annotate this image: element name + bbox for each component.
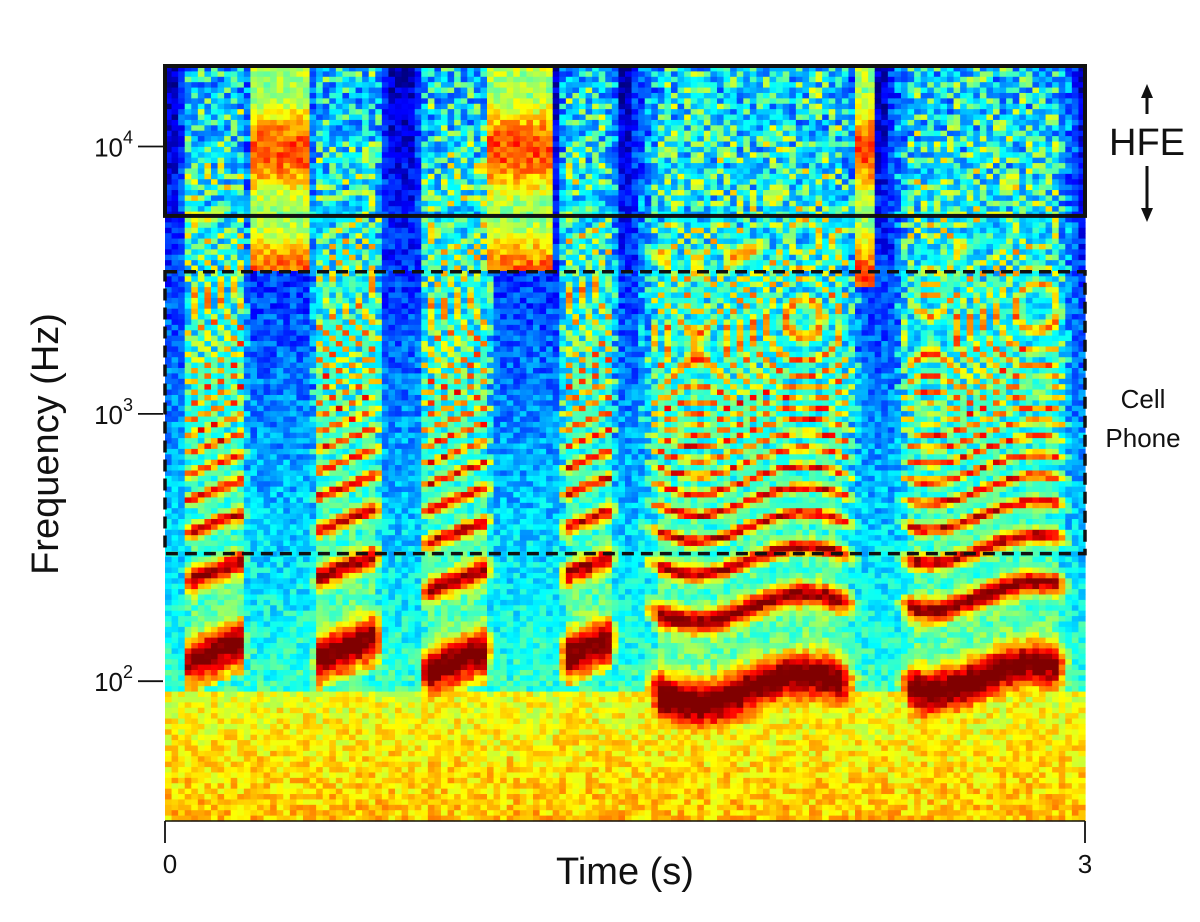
hfe-down-arrow-head [1141, 208, 1153, 222]
x-axis-label: Time (s) [556, 851, 694, 893]
y-tick-label-base: 10 [94, 400, 123, 430]
spectrogram-cells [165, 66, 1086, 822]
y-tick-label-exponent: 2 [123, 662, 133, 682]
y-axis-label: Frequency (Hz) [25, 313, 67, 575]
cell-phone-label-line2: Phone [1105, 423, 1180, 453]
y-tick-label-base: 10 [94, 132, 123, 162]
y-tick-label-exponent: 3 [123, 395, 133, 415]
y-tick-label-100: 102 [94, 662, 133, 697]
x-tick-label-0: 0 [163, 849, 177, 879]
x-tick-label-3: 3 [1078, 849, 1092, 879]
spectrogram-image [165, 66, 1086, 822]
y-tick-label-10000: 104 [94, 127, 133, 162]
y-tick-label-exponent: 4 [123, 127, 133, 147]
y-tick-label-1000: 103 [94, 395, 133, 430]
cell-phone-annotation: Cell Phone [1105, 384, 1180, 453]
cell-phone-label-line1: Cell [1121, 384, 1166, 414]
hfe-label: HFE [1109, 122, 1185, 164]
y-tick-label-base: 10 [94, 667, 123, 697]
hfe-annotation: HFE [1109, 84, 1185, 222]
hfe-up-arrow-head [1141, 84, 1153, 98]
